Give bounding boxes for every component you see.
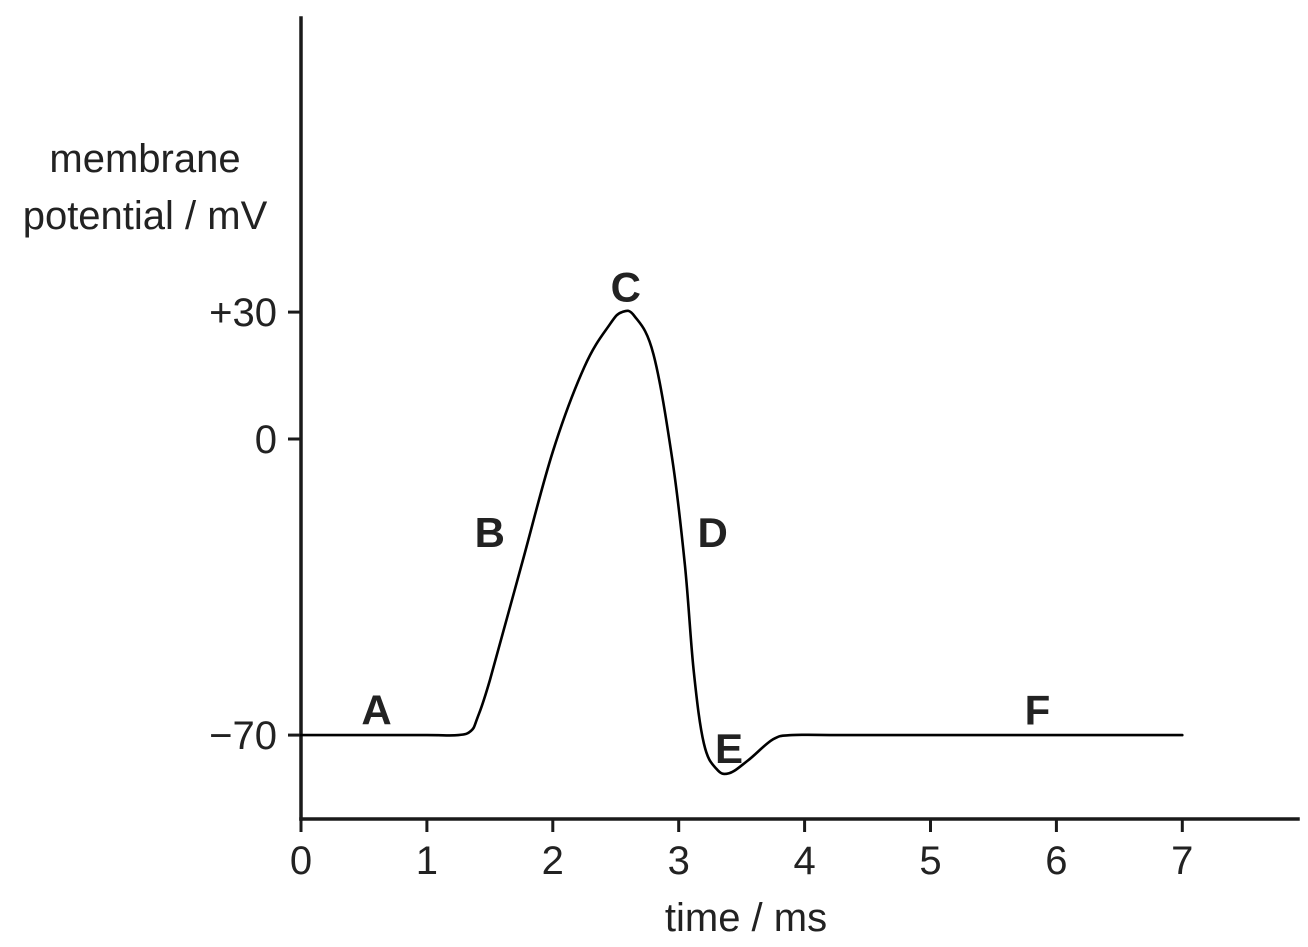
x-axis-ticks: 0 1 2 3 4 5 6 7: [290, 819, 1193, 883]
point-label-e: E: [715, 725, 743, 772]
membrane-potential-series-line: [299, 309, 1184, 776]
x-tick-label: 4: [793, 839, 815, 883]
x-tick-label: 0: [290, 839, 312, 883]
point-label-f: F: [1025, 687, 1051, 734]
x-tick-label: 3: [668, 839, 690, 883]
point-labels: A B C D E F: [361, 264, 1050, 772]
x-tick-label: 1: [416, 839, 438, 883]
y-tick-label: +30: [209, 291, 277, 335]
y-axis-title-line-2: potential / mV: [23, 194, 268, 238]
x-tick-label: 7: [1171, 839, 1193, 883]
x-tick-label: 5: [919, 839, 941, 883]
point-label-a: A: [361, 687, 391, 734]
x-tick-label: 2: [542, 839, 564, 883]
y-tick-label: −70: [209, 714, 277, 758]
y-axis-title: membrane potential / mV: [23, 137, 268, 238]
y-axis-ticks: +30 0 −70: [209, 291, 301, 758]
x-tick-label: 6: [1045, 839, 1067, 883]
point-label-d: D: [698, 509, 728, 556]
y-axis-title-line-1: membrane: [49, 137, 240, 181]
point-label-c: C: [611, 264, 641, 311]
x-axis-title: time / ms: [665, 896, 827, 940]
y-tick-label: 0: [255, 418, 277, 462]
point-label-b: B: [475, 509, 505, 556]
